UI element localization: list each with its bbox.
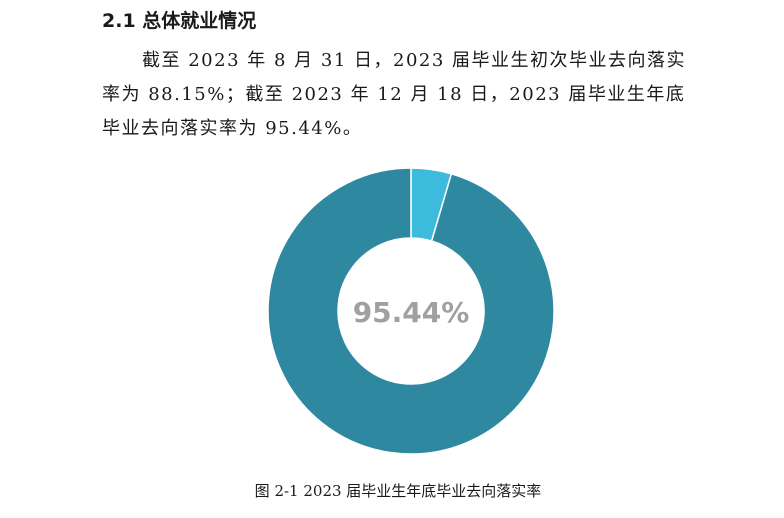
figure-caption: 图 2-1 2023 届毕业生年底毕业去向落实率 (254, 482, 542, 500)
summary-paragraph: 截至 2023 年 8 月 31 日，2023 届毕业生初次毕业去向落实率为 8… (102, 50, 687, 139)
donut-slices (267, 167, 555, 455)
donut-center-label: 95.44% (353, 296, 470, 329)
section-title: 2.1 总体就业情况 (102, 10, 257, 32)
donut-slice-placed (267, 167, 555, 455)
